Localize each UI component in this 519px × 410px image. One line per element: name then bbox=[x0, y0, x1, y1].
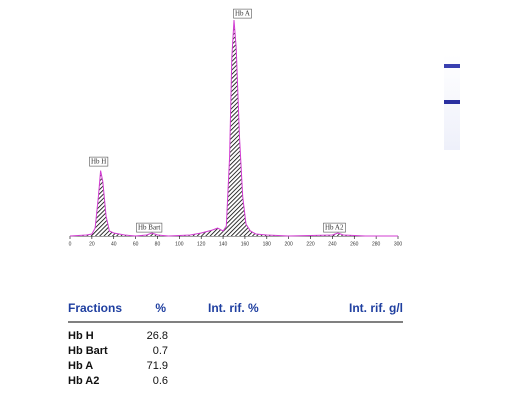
table-header: Int. rif. g/l bbox=[349, 301, 403, 315]
x-tick-label: 300 bbox=[394, 241, 403, 247]
x-tick-label: 0 bbox=[69, 241, 72, 247]
peak-label: Hb Bart bbox=[138, 224, 160, 232]
trace-line bbox=[69, 19, 398, 237]
x-tick-label: 60 bbox=[133, 241, 139, 247]
fraction-name: Hb A2 bbox=[68, 375, 99, 387]
x-tick-label: 120 bbox=[197, 241, 206, 247]
x-tick-label: 260 bbox=[350, 241, 359, 247]
peak-label-box bbox=[233, 8, 252, 19]
gel-band bbox=[444, 64, 460, 68]
x-tick-label: 40 bbox=[111, 241, 117, 247]
table-header: Int. rif. % bbox=[208, 301, 259, 315]
x-tick-label: 200 bbox=[284, 241, 293, 247]
x-tick-label: 180 bbox=[263, 241, 272, 247]
x-tick-label: 240 bbox=[328, 241, 337, 247]
fraction-percent: 71.9 bbox=[147, 360, 168, 372]
peak-label-box bbox=[323, 222, 346, 233]
peak-label: Hb H bbox=[91, 158, 106, 166]
fraction-name: Hb Bart bbox=[68, 345, 108, 357]
fraction-percent: 0.7 bbox=[153, 345, 168, 357]
peak-label: Hb A2 bbox=[325, 224, 344, 232]
x-tick-label: 80 bbox=[155, 241, 161, 247]
fraction-name: Hb A bbox=[68, 360, 93, 372]
x-tick-label: 280 bbox=[372, 241, 381, 247]
trace-area bbox=[70, 20, 398, 236]
gel-band bbox=[444, 100, 460, 104]
peak-label-box bbox=[89, 156, 109, 167]
fraction-name: Hb H bbox=[68, 330, 94, 342]
x-tick-label: 160 bbox=[241, 241, 250, 247]
x-tick-label: 20 bbox=[89, 241, 95, 247]
table-header: % bbox=[155, 301, 166, 315]
x-tick-label: 140 bbox=[219, 241, 228, 247]
fraction-percent: 26.8 bbox=[147, 330, 168, 342]
fraction-percent: 0.6 bbox=[153, 375, 168, 387]
peak-label-box bbox=[136, 222, 163, 233]
peak-label: Hb A bbox=[235, 10, 250, 18]
table-header: Fractions bbox=[68, 301, 122, 315]
x-tick-label: 100 bbox=[175, 241, 184, 247]
x-tick-label: 220 bbox=[306, 241, 315, 247]
